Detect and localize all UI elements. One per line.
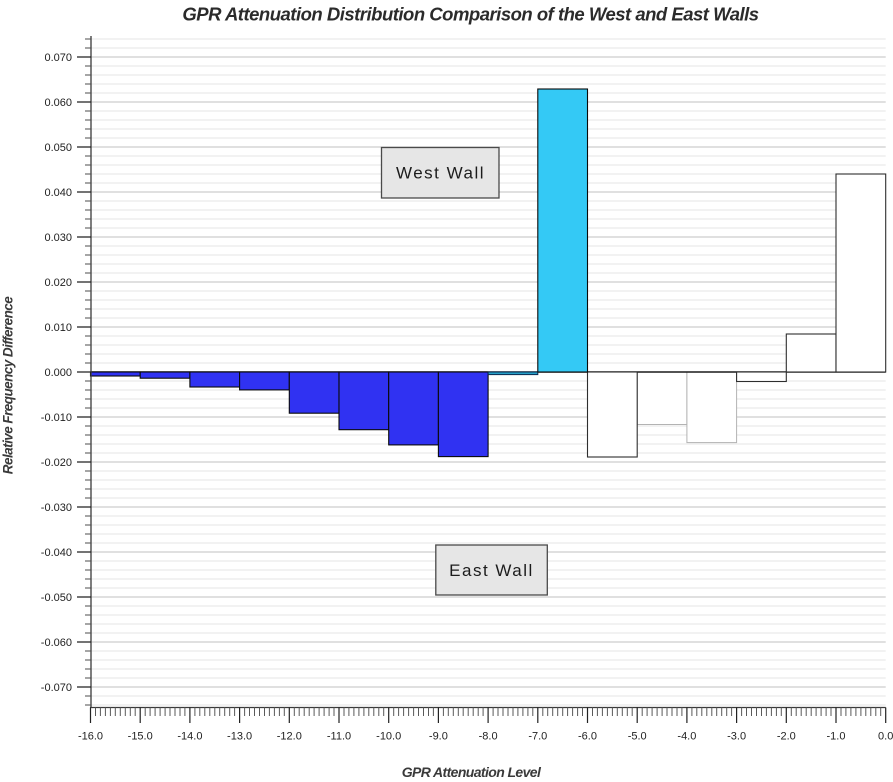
- svg-text:West Wall: West Wall: [396, 164, 485, 183]
- svg-text:-0.010: -0.010: [41, 412, 72, 424]
- svg-text:-16.0: -16.0: [78, 731, 103, 743]
- svg-text:-15.0: -15.0: [128, 731, 153, 743]
- svg-text:0.000: 0.000: [44, 367, 72, 379]
- svg-text:-6.0: -6.0: [578, 731, 597, 743]
- svg-text:0.040: 0.040: [44, 187, 72, 199]
- svg-text:-1.0: -1.0: [827, 731, 846, 743]
- svg-text:-0.040: -0.040: [41, 547, 72, 559]
- svg-text:-5.0: -5.0: [628, 731, 647, 743]
- svg-text:-8.0: -8.0: [479, 731, 498, 743]
- svg-text:-0.030: -0.030: [41, 502, 72, 514]
- svg-text:-0.050: -0.050: [41, 592, 72, 604]
- svg-text:-11.0: -11.0: [327, 731, 351, 743]
- svg-text:GPR Attenuation Level: GPR Attenuation Level: [402, 764, 542, 780]
- svg-text:0.070: 0.070: [44, 52, 72, 64]
- svg-text:-14.0: -14.0: [177, 731, 202, 743]
- svg-text:-10.0: -10.0: [376, 731, 401, 743]
- svg-text:-4.0: -4.0: [677, 731, 696, 743]
- svg-text:0.050: 0.050: [44, 142, 72, 154]
- svg-text:0.010: 0.010: [44, 322, 72, 334]
- svg-text:-2.0: -2.0: [777, 731, 796, 743]
- svg-text:0.060: 0.060: [44, 97, 72, 109]
- svg-text:-0.060: -0.060: [41, 637, 72, 649]
- svg-text:-0.070: -0.070: [41, 682, 72, 694]
- svg-text:0.020: 0.020: [44, 277, 72, 289]
- svg-text:-13.0: -13.0: [227, 731, 252, 743]
- svg-text:-3.0: -3.0: [727, 731, 746, 743]
- svg-text:0.0: 0.0: [878, 731, 893, 743]
- svg-text:GPR Attenuation Distribution C: GPR Attenuation Distribution Comparison …: [182, 4, 758, 25]
- svg-text:0.030: 0.030: [44, 232, 72, 244]
- svg-text:-7.0: -7.0: [528, 731, 547, 743]
- svg-text:East Wall: East Wall: [449, 561, 534, 580]
- svg-text:Relative Frequency Difference: Relative Frequency Difference: [1, 296, 16, 474]
- svg-text:-9.0: -9.0: [429, 731, 448, 743]
- svg-text:-12.0: -12.0: [277, 731, 302, 743]
- svg-text:-0.020: -0.020: [41, 457, 72, 469]
